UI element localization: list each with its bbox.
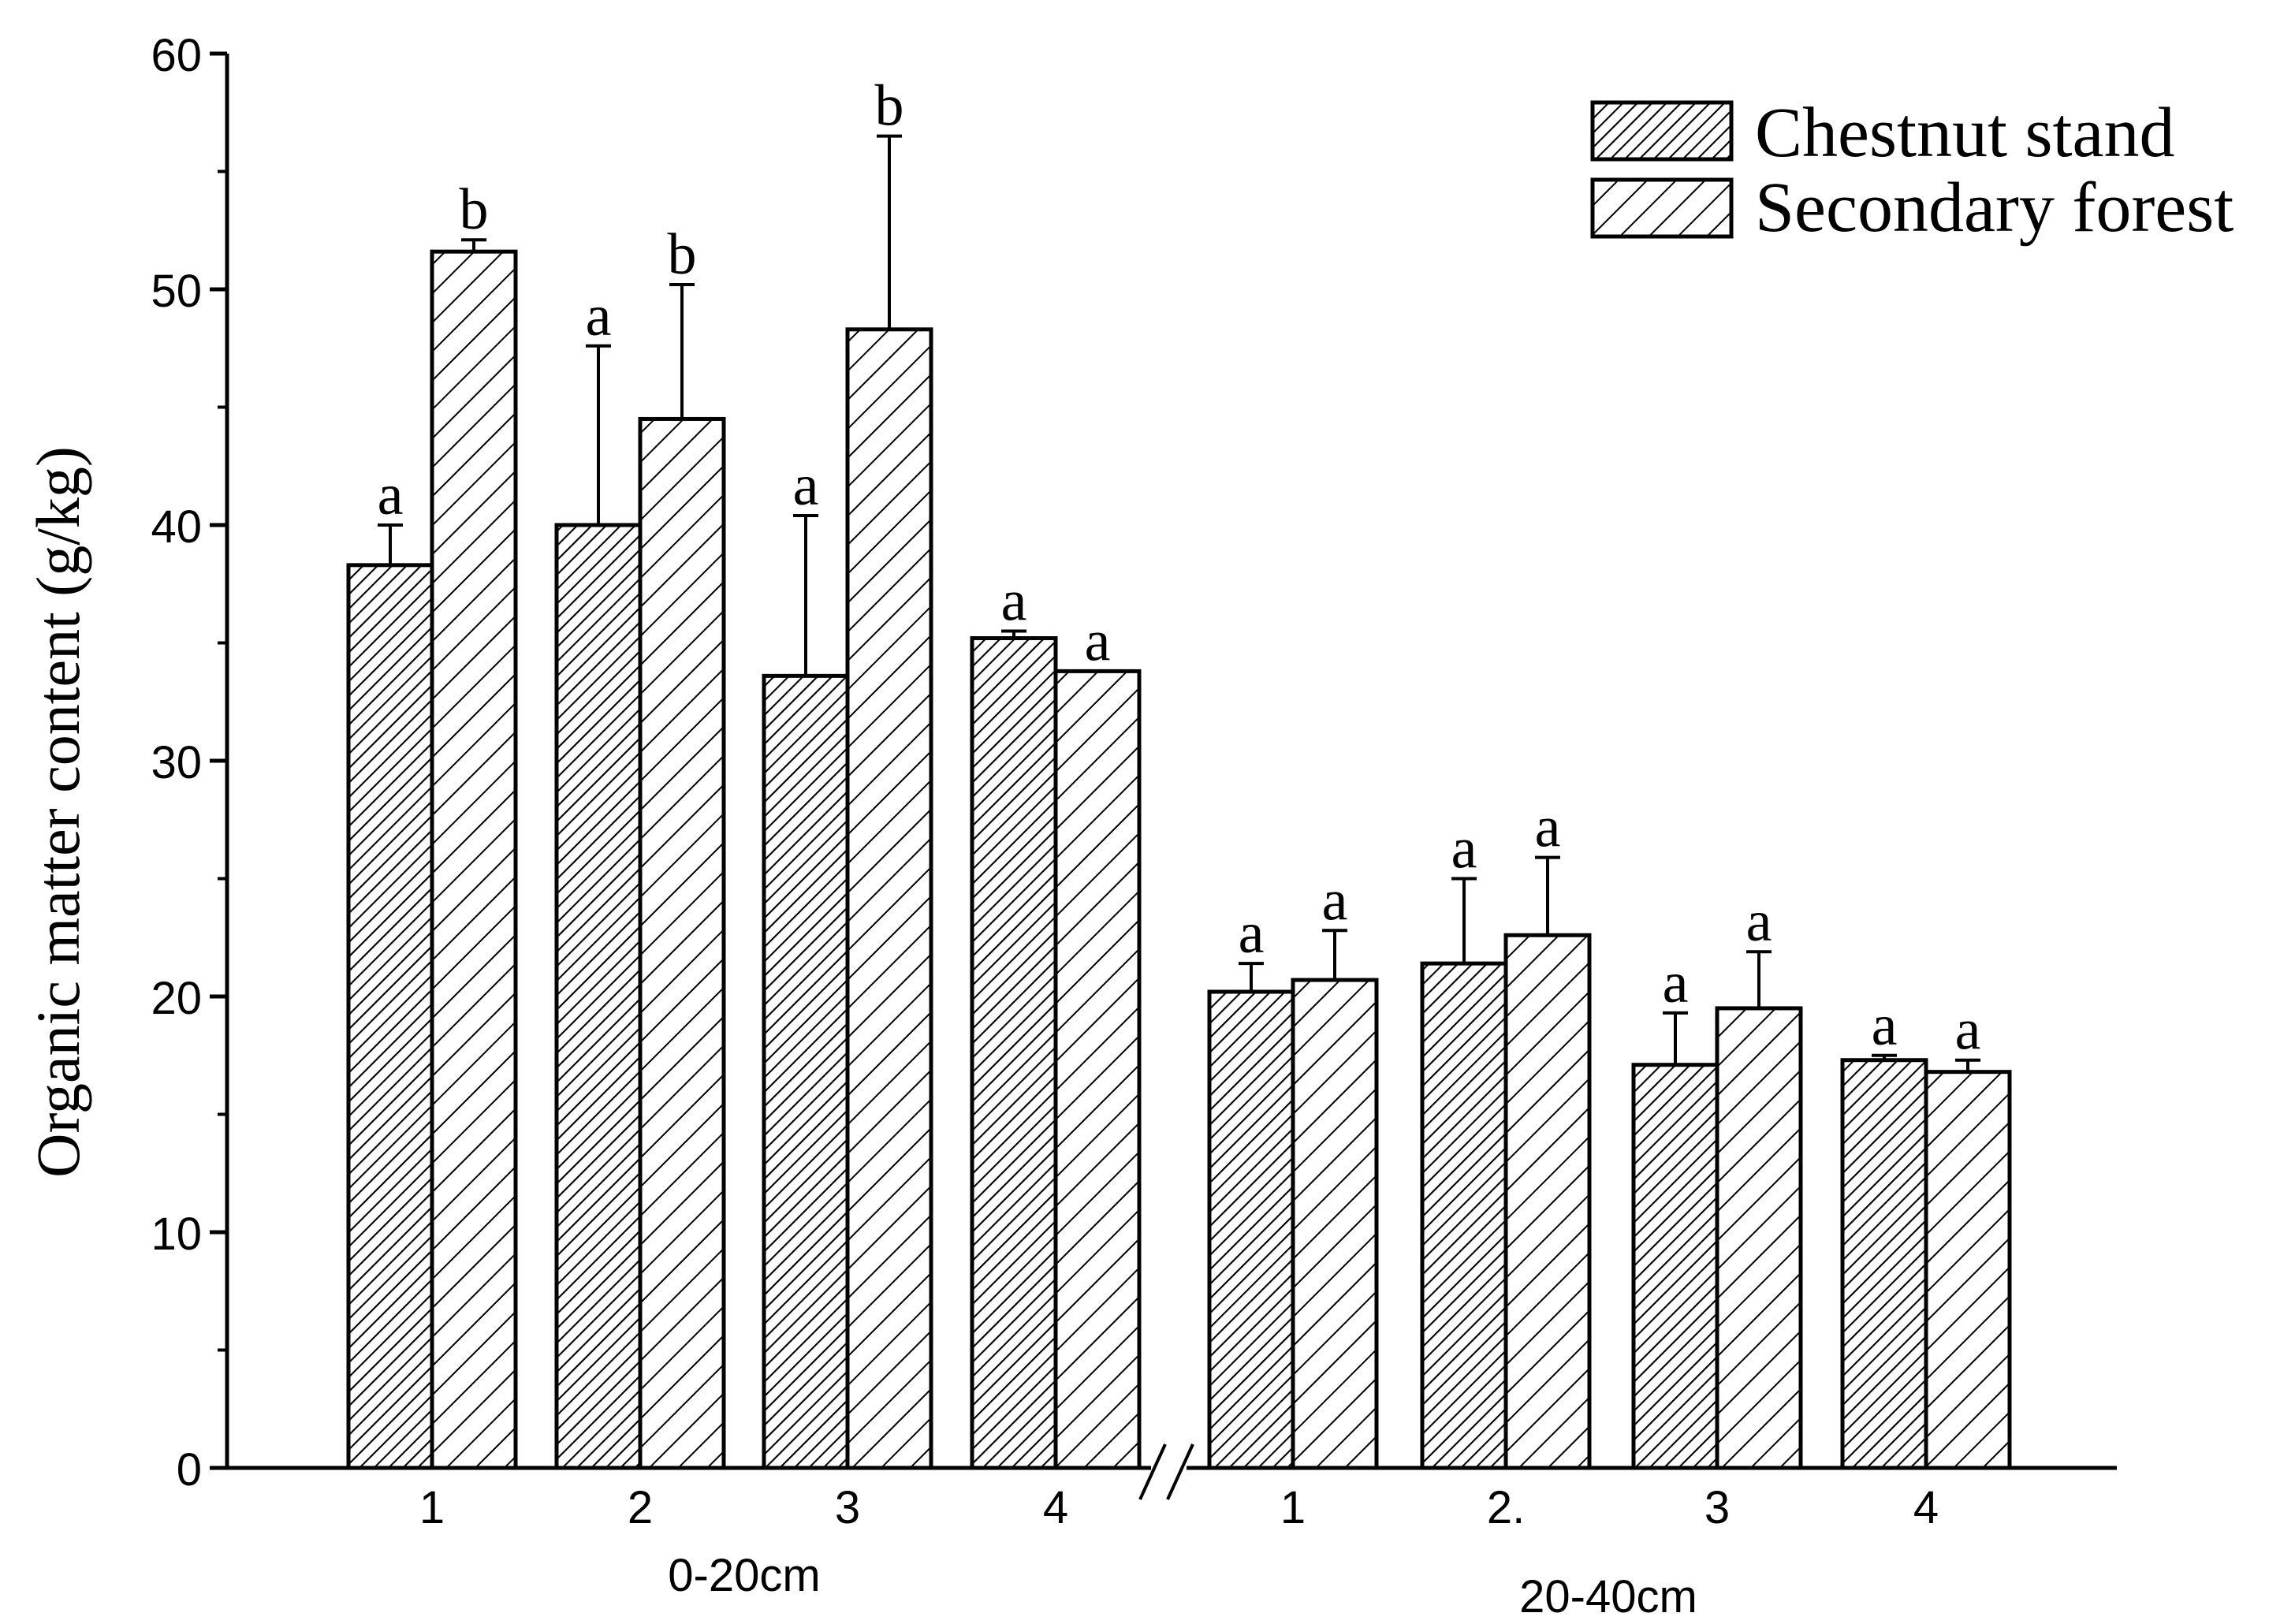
y-axis-label: Organic matter content (g/kg) (24, 446, 92, 1178)
y-tick-label: 40 (151, 501, 202, 553)
significance-letter: a (793, 453, 819, 518)
bar-secondary-forest (638, 416, 726, 1470)
significance-letter: b (668, 222, 697, 287)
bar-chestnut-stand (1207, 989, 1295, 1470)
group-label: 0-20cm (668, 1550, 820, 1601)
x-tick-label: 2. (1487, 1482, 1525, 1533)
significance-letter: a (1535, 795, 1561, 860)
x-tick-label: 4 (1913, 1482, 1939, 1533)
bar-chestnut-stand (1840, 1058, 1928, 1470)
legend-swatch-secondary-forest (1590, 177, 1734, 239)
y-tick-label: 20 (151, 973, 202, 1024)
legend: Chestnut stand Secondary forest (1590, 94, 2234, 247)
y-tick-label: 0 (177, 1444, 202, 1495)
x-tick-label: 3 (1704, 1482, 1730, 1533)
significance-letter: a (1085, 609, 1111, 673)
bar-secondary-forest (1715, 1006, 1803, 1470)
bar-secondary-forest (1291, 978, 1379, 1470)
legend-swatch-chestnut-stand (1590, 100, 1734, 162)
group-label: 20-40cm (1519, 1571, 1697, 1622)
y-tick-label: 50 (151, 266, 202, 317)
significance-letter: b (875, 74, 904, 139)
bar-chestnut-stand (554, 523, 643, 1470)
bar-secondary-forest (1503, 933, 1592, 1470)
bar-chestnut-stand (346, 563, 434, 1470)
x-tick-label: 4 (1043, 1482, 1068, 1533)
significance-letter: b (460, 177, 489, 242)
significance-letter: a (1663, 951, 1689, 1015)
x-tick-label: 3 (835, 1482, 860, 1533)
bar-chestnut-stand (1420, 961, 1508, 1470)
bar-secondary-forest (1924, 1070, 2012, 1470)
y-tick-label: 10 (151, 1209, 202, 1260)
x-tick-label: 1 (419, 1482, 445, 1533)
x-tick-label: 1 (1280, 1482, 1306, 1533)
significance-letter: a (586, 284, 612, 348)
bar-secondary-forest (430, 249, 518, 1470)
axis-break-mark (1166, 1443, 1194, 1500)
x-tick-label: 2 (628, 1482, 653, 1533)
significance-letter: a (1322, 868, 1348, 933)
significance-letter: a (1746, 889, 1772, 954)
significance-letter: a (1451, 817, 1477, 881)
bar-chestnut-stand (762, 673, 850, 1470)
significance-letter: a (1239, 901, 1265, 966)
significance-letter: a (378, 463, 404, 527)
bar-chestnut-stand (970, 636, 1058, 1470)
bar-secondary-forest (845, 327, 933, 1470)
significance-letter: a (1001, 569, 1027, 634)
significance-letter: a (1955, 998, 1981, 1063)
y-tick-label: 60 (151, 30, 202, 81)
bar-chestnut-stand (1631, 1063, 1719, 1470)
legend-label-chestnut-stand: Chestnut stand (1755, 94, 2175, 172)
axis-break-mark (1138, 1443, 1167, 1500)
significance-letter: a (1872, 993, 1898, 1058)
legend-label-secondary-forest: Secondary forest (1755, 169, 2234, 247)
bar-secondary-forest (1053, 669, 1142, 1470)
y-tick-label: 30 (151, 737, 202, 788)
